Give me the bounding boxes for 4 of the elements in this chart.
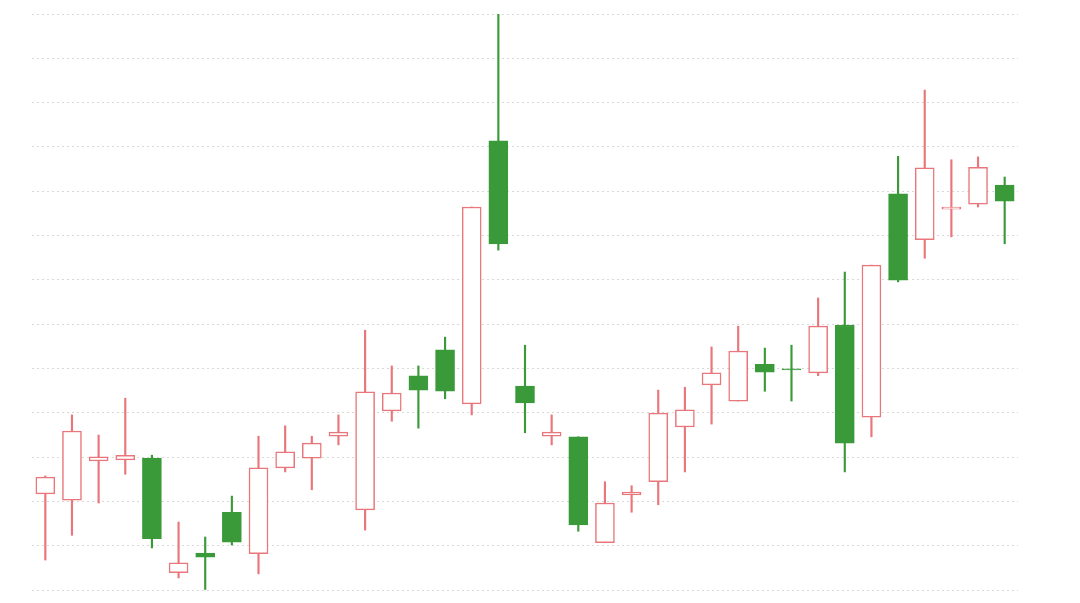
candlestick	[168, 521, 189, 579]
candlestick	[781, 344, 802, 402]
candlestick	[701, 346, 722, 425]
candlestick	[328, 414, 349, 446]
